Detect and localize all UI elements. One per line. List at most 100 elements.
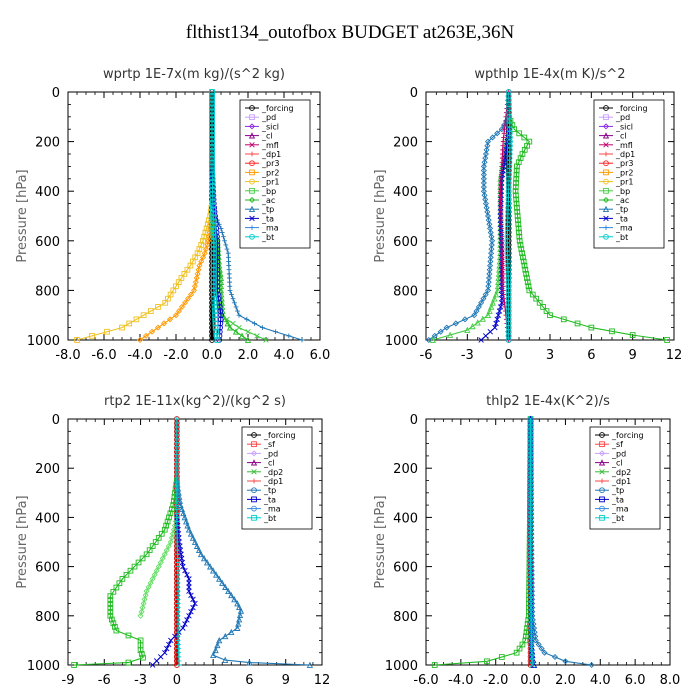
series-point (175, 551, 180, 557)
y-tick-label: 1000 (385, 659, 418, 674)
series-point (527, 424, 534, 430)
series-point (528, 613, 534, 619)
series-point (212, 316, 219, 323)
series-point (505, 200, 512, 207)
y-tick-label: 200 (35, 136, 60, 151)
series-point (443, 324, 450, 331)
series-point (210, 283, 217, 290)
series-point (209, 128, 215, 135)
series-point (505, 287, 512, 294)
series-point (168, 506, 175, 513)
series-point (528, 637, 535, 644)
series-point (527, 504, 534, 510)
series-point (528, 584, 534, 590)
series-point (528, 633, 535, 640)
y-tick-label: 0 (410, 413, 418, 428)
legend-label: _pd (611, 449, 626, 458)
legend-marker (249, 142, 255, 148)
series-point (225, 587, 232, 595)
series-point (446, 331, 454, 338)
series-point (516, 229, 522, 236)
series-point (147, 579, 154, 587)
series-point (527, 492, 534, 498)
legend-label: _dp1 (263, 477, 283, 486)
series-point (222, 583, 229, 590)
series-point (155, 304, 161, 310)
x-tick-label: -6 (420, 348, 433, 363)
legend-label: _dp1 (615, 150, 635, 159)
series-point (210, 202, 216, 209)
y-tick-label: 600 (393, 561, 418, 576)
series-point (137, 647, 144, 654)
series-point (216, 328, 223, 335)
legend-label: _bp (261, 187, 276, 196)
series-line (74, 480, 178, 666)
series-point (512, 188, 519, 195)
series-point (506, 109, 513, 116)
legend-marker (599, 514, 605, 521)
legend-label: _pr1 (615, 178, 633, 187)
series-point (487, 329, 494, 335)
x-tick-label: 4.0 (590, 673, 611, 688)
series-point (500, 139, 506, 144)
series-point (209, 155, 215, 162)
series-point (560, 316, 567, 323)
x-tick-label: 0.0 (520, 673, 541, 688)
series-point (528, 588, 534, 594)
series-point (203, 225, 210, 232)
legend-marker (249, 187, 255, 194)
series-point (157, 559, 164, 566)
series-point (480, 295, 487, 302)
series-point (210, 254, 217, 261)
series-point (155, 535, 162, 541)
series-point (502, 155, 508, 161)
series-point (190, 287, 198, 294)
legend-label: _pr2 (615, 168, 633, 177)
series-point (516, 645, 523, 652)
series-point (501, 296, 507, 302)
series-point (176, 646, 181, 651)
series-point (499, 226, 504, 231)
series-point (172, 633, 178, 640)
series-point (219, 230, 225, 235)
series-point (186, 588, 192, 594)
series-point (299, 337, 305, 343)
x-tick-label: 0 (505, 348, 513, 363)
series-point (515, 159, 522, 166)
series-point (211, 299, 218, 306)
series-point (503, 110, 509, 116)
legend-label: _pd (261, 113, 276, 122)
series-point (182, 621, 188, 627)
series-point (174, 519, 180, 524)
series-point (184, 617, 190, 623)
series-point (478, 299, 485, 306)
chart-panel-1: wprtp 1E-7x(m kg)/(s^2 kg) Pressure [hPa]… (15, 67, 330, 363)
series-point (209, 316, 215, 323)
x-tick-label: 12 (314, 673, 331, 688)
series-point (211, 291, 217, 298)
series-point (505, 291, 512, 298)
series-point (175, 597, 181, 602)
series-point (225, 250, 231, 256)
series-point (119, 324, 125, 331)
legend-label: _pr3 (261, 159, 279, 168)
series-point (175, 584, 181, 590)
series-point (505, 275, 512, 281)
series-point (501, 130, 507, 136)
y-axis-label: Pressure [hPa] (373, 169, 388, 262)
series-point (527, 551, 534, 558)
series-point (503, 114, 509, 120)
legend-marker (599, 441, 605, 448)
series-point (137, 612, 144, 619)
series-point (527, 563, 534, 570)
series-point (211, 304, 218, 310)
series-point (244, 336, 252, 343)
series-point (212, 320, 219, 327)
series-point (161, 526, 168, 533)
series-line (530, 418, 592, 666)
y-axis-label: Pressure [hPa] (373, 495, 388, 588)
series-point (527, 432, 534, 438)
x-tick-label: 2.0 (238, 348, 259, 363)
series-point (170, 498, 177, 504)
series-point (186, 580, 192, 586)
